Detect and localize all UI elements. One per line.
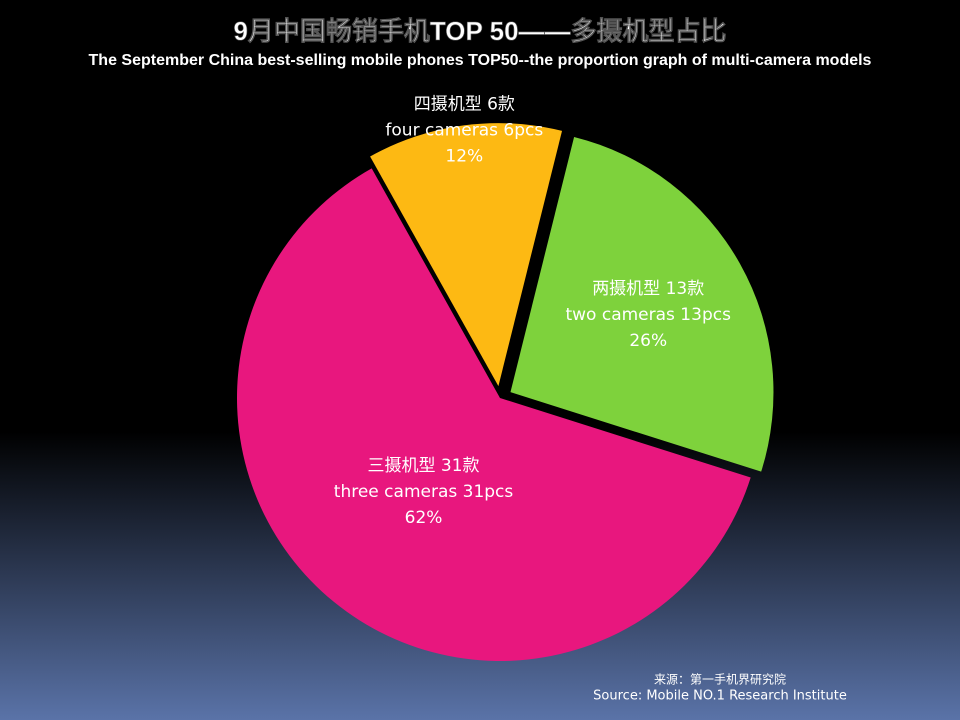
pie: 两摄机型 13款 two cameras 13pcs 26% 三摄机型 31款 thre… [236, 95, 774, 661]
value-label: 12% [445, 147, 483, 167]
chart-title: 9月中国畅销手机TOP 50——多摄机型占比 [233, 16, 726, 46]
value-label: 26% [629, 331, 667, 351]
slice-label: 四摄机型 6款 [414, 95, 515, 115]
slice-label: 两摄机型 13款 [592, 279, 704, 299]
pie-slice [370, 123, 563, 387]
pie-slice [236, 168, 751, 661]
slice-label-en: three cameras 31pcs [334, 482, 514, 502]
pie-slice [510, 136, 774, 472]
slice-label: 三摄机型 31款 [368, 456, 480, 476]
chart-subtitle: The September China best-selling mobile … [89, 52, 872, 69]
source: 来源：第一手机界研究院 [654, 672, 786, 687]
source-en: Source: Mobile NO.1 Research Institute [593, 689, 847, 704]
slice-label-en: four cameras 6pcs [385, 121, 543, 141]
slice-label-en: two cameras 13pcs [565, 305, 731, 325]
value-label: 62% [405, 508, 443, 528]
